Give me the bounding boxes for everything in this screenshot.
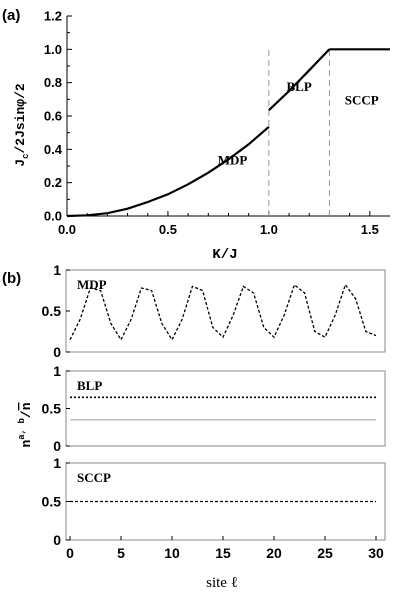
panel-a-xtick-label: 1.0 (260, 222, 278, 237)
panel-a-ylabel-main: J (13, 159, 28, 167)
panel-a-ytick-label: 1.0 (44, 42, 62, 57)
panel-b-subplot-label: BLP (77, 378, 102, 393)
panel-b-ytick-label: 0.5 (42, 303, 62, 319)
panel-b-ytick-label: 1 (53, 262, 61, 278)
panel-b-xtick-label: 30 (368, 545, 384, 561)
panel-a-ytick-label: 0.0 (44, 209, 62, 224)
panel-b-xtick-label: 5 (117, 545, 125, 561)
panel-b-subplot-label: MDP (77, 277, 107, 292)
panel-a-region-label: SCCP (345, 92, 379, 107)
panel-b-subplot-label: SCCP (77, 470, 111, 485)
panel-a-ylabel-rest: /2Jsinφ/2 (13, 83, 28, 153)
panel-b-ylabel-sup: a, b (17, 418, 27, 440)
panel-b-xtick-label: 20 (266, 545, 282, 561)
panel-a-ytick-label: 0.4 (44, 142, 63, 157)
panel-a-xtick-label: 1.5 (361, 222, 379, 237)
panel-b-ytick-label: 0 (53, 532, 61, 548)
panel-b-xtick-label: 25 (317, 545, 333, 561)
panel-a-plot: 0.0 0.2 0.4 0.6 0.8 1.0 1.2 0.0 0.5 1.0 1.5 MDP BLP S… (44, 9, 390, 237)
panel-a-xlabel: K/J (212, 247, 237, 263)
panel-a-ytick-label: 1.2 (44, 9, 62, 24)
panel-b-xtick-label: 10 (164, 545, 180, 561)
panel-a-ytick-label: 0.6 (44, 109, 62, 124)
panel-b-ytick-label: 1 (53, 455, 61, 471)
panel-b-ylabel-main: n (19, 440, 34, 448)
panel-b-frame (65, 370, 386, 447)
panel-b-ylabel-bar: n (19, 402, 34, 410)
panel-b-ytick-label: 0 (53, 344, 61, 360)
panel-a-ylabel: Jc/2Jsinφ/2 (13, 83, 31, 167)
panel-label-a: (a) (2, 7, 20, 24)
panel-a-series-line (268, 48, 331, 111)
panel-a-xtick-label: 0.0 (58, 222, 76, 237)
panel-a-region-label: MDP (218, 152, 248, 167)
panel-a-ytick-label: 0.8 (44, 75, 62, 90)
panel-b-ytick-label: 1 (53, 363, 61, 379)
panel-b-xlabel: site ℓ (206, 575, 238, 591)
panel-label-b: (b) (2, 270, 21, 287)
panel-a-xtick-label: 0.5 (159, 222, 177, 237)
panel-a-region-label: BLP (287, 79, 312, 94)
panel-b-ytick-label: 0.5 (42, 401, 62, 417)
panel-b-xtick-label: 0 (66, 545, 74, 561)
svg-text:Jc/2Jsinφ/2: Jc/2Jsinφ/2 (13, 83, 31, 167)
panel-b-ylabel: na, b/n (17, 402, 34, 447)
panel-a-ylabel-sub: c (21, 154, 31, 159)
panel-b-ytick-label: 0 (53, 438, 61, 454)
panel-a-ytick-label: 0.2 (44, 175, 62, 190)
panel-b-xtick-label: 15 (215, 545, 231, 561)
panel-b-ytick-label: 0.5 (42, 494, 62, 510)
panel-b-series-line (69, 283, 377, 342)
panel-a-series-line (66, 125, 270, 218)
svg-text:na, b/n: na, b/n (17, 402, 34, 447)
